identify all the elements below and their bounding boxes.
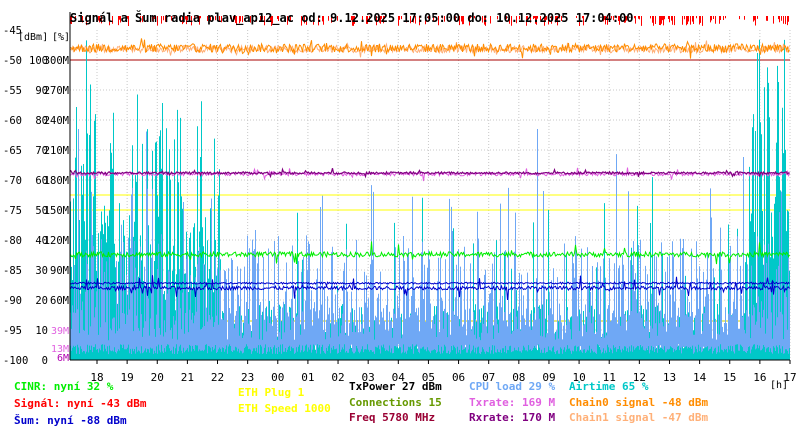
x-tick-label: 18 [90, 371, 103, 384]
y-tick-dbm: -65 [3, 145, 22, 157]
y-tick-rate: 270M [44, 85, 69, 97]
legend-eth-speed: ETH Speed 1000 [238, 402, 331, 415]
y-tick-dbm: -55 [3, 85, 22, 97]
legend-eth-plug: ETH Plug 1 [238, 386, 305, 399]
noise-line [70, 277, 790, 288]
y-tick-dbm: -45 [3, 25, 22, 37]
y-axis-unit-dbm: [dBm] [18, 32, 48, 43]
legend-txpower: TxPower 27 dBm [349, 380, 442, 393]
y-tick-rate: 150M [44, 205, 69, 217]
noise-line [70, 275, 790, 300]
y-tick-rate-colored: 13M [51, 344, 69, 355]
x-tick-label: 15 [723, 371, 736, 384]
x-axis-unit: [h] [770, 380, 788, 391]
y-tick-dbm: -95 [3, 325, 22, 337]
y-tick-dbm: -80 [3, 235, 22, 247]
y-tick-rate: 210M [44, 145, 69, 157]
y-tick-rate: 90M [50, 265, 69, 277]
x-tick-label: 08 [512, 371, 525, 384]
y-tick-pct: 40 [35, 235, 48, 247]
y-tick-dbm: -100 [3, 355, 28, 367]
legend-txrate: Txrate: 169 M [469, 396, 556, 409]
legend-cpu-load: CPU load 29 % [469, 380, 556, 393]
x-tick-label: 11 [603, 371, 616, 384]
legend-cinr: CINR: nyní 32 % [14, 380, 114, 393]
x-tick-label: 16 [753, 371, 766, 384]
legend-noise: Šum: nyní -88 dBm [14, 414, 127, 427]
y-tick-pct: 20 [35, 295, 48, 307]
x-tick-label: 01 [301, 371, 314, 384]
y-tick-rate-colored: 6M [57, 353, 69, 364]
y-tick-rate: 60M [50, 295, 69, 307]
x-tick-label: 17 [783, 371, 796, 384]
y-tick-rate: 120M [44, 235, 69, 247]
legend-freq: Freq 5780 MHz [349, 411, 436, 424]
y-tick-dbm: -75 [3, 205, 22, 217]
y-tick-rate: 240M [44, 115, 69, 127]
y-tick-pct: 100 [29, 55, 48, 67]
x-tick-label: 05 [422, 371, 435, 384]
x-tick-label: 09 [542, 371, 555, 384]
rxrate-line [69, 167, 790, 179]
x-tick-label: 07 [482, 371, 495, 384]
x-tick-label: 23 [241, 371, 254, 384]
y-tick-dbm: -70 [3, 175, 22, 187]
x-tick-label: 21 [181, 371, 194, 384]
x-tick-label: 14 [693, 371, 707, 384]
y-tick-pct: 60 [35, 175, 48, 187]
y-tick-pct: 90 [35, 85, 48, 97]
x-tick-label: 04 [392, 371, 406, 384]
series-layer [69, 16, 790, 360]
y-tick-dbm: -50 [3, 55, 22, 67]
y-tick-pct: 50 [35, 205, 48, 217]
legend-airtime: Airtime 65 % [569, 380, 649, 393]
x-tick-label: 06 [452, 371, 465, 384]
y-tick-pct: 10 [35, 325, 48, 337]
legend-signal: Signál: nyní -43 dBm [14, 397, 147, 410]
y-tick-dbm: -85 [3, 265, 22, 277]
y-tick-pct: 30 [35, 265, 48, 277]
y-tick-dbm: -90 [3, 295, 22, 307]
x-tick-label: 03 [362, 371, 375, 384]
x-tick-label: 02 [331, 371, 344, 384]
chain0-line [70, 38, 790, 59]
legend-rxrate: Rxrate: 170 M [469, 411, 556, 424]
x-tick-label: 22 [211, 371, 224, 384]
legend-chain0: Chain0 signal -48 dBm [569, 396, 709, 409]
y-axis-unit-pct: [%] [52, 32, 70, 43]
y-tick-pct: 70 [35, 145, 48, 157]
y-tick-pct: 80 [35, 115, 48, 127]
y-tick-rate: 180M [44, 175, 69, 187]
legend-chain1: Chain1 signal -47 dBm [569, 411, 709, 424]
x-tick-label: 13 [663, 371, 676, 384]
y-tick-rate: 300M [44, 55, 69, 67]
x-tick-label: 00 [271, 371, 284, 384]
x-tick-label: 19 [121, 371, 134, 384]
y-tick-pct: 0 [42, 355, 48, 367]
chart-title: Signál a Šum radia plav_ap12_ac od: 9.12… [70, 10, 634, 26]
x-tick-label: 12 [633, 371, 646, 384]
cinr-line [70, 241, 790, 265]
x-tick-label: 20 [151, 371, 164, 384]
y-tick-dbm: -60 [3, 115, 22, 127]
y-tick-rate-colored: 39M [51, 326, 69, 337]
legend-connections: Connections 15 [349, 396, 442, 409]
axes: -45-50-55-60-65-70-75-80-85-90-95-100100… [3, 12, 797, 384]
x-tick-label: 10 [572, 371, 585, 384]
